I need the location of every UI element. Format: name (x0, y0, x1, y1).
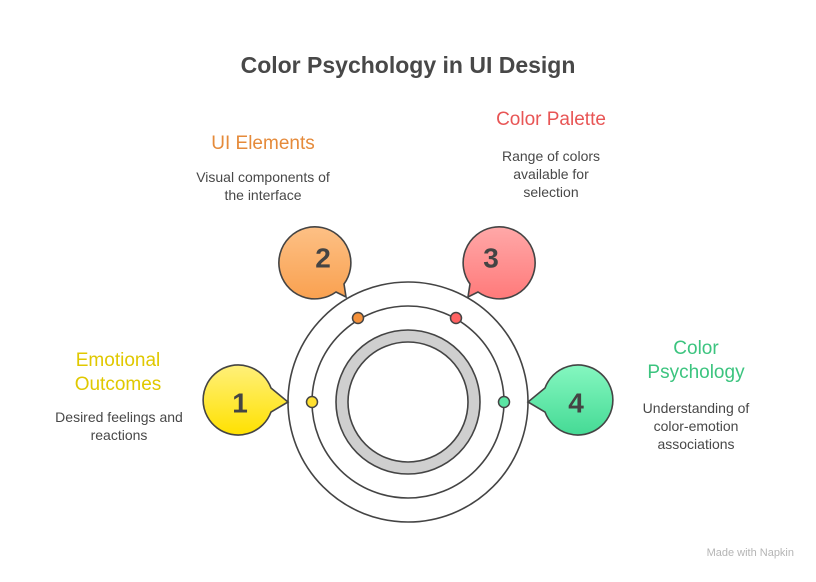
svg-text:1: 1 (232, 388, 248, 419)
dot-4 (497, 395, 511, 409)
item-2-title: UI Elements (211, 133, 315, 154)
svg-text:3: 3 (483, 243, 499, 274)
diagram-title: Color Psychology in UI Design (240, 52, 576, 78)
svg-text:4: 4 (568, 388, 584, 419)
dot-3 (449, 311, 463, 325)
item-2-description: Visual components of the interface (196, 169, 330, 203)
item-4-title: Color Psychology (647, 338, 745, 383)
outer-ring (287, 281, 529, 523)
bubble-1: 1 (202, 364, 290, 436)
napkin-watermark: Made with Napkin (706, 547, 794, 559)
svg-text:2: 2 (315, 243, 331, 274)
item-1-title: Emotional Outcomes (74, 350, 162, 395)
bubble-4: 4 (526, 364, 614, 436)
dot-1 (305, 395, 319, 409)
bubble-3: 3 (462, 226, 536, 300)
item-3-description: Range of colors available for selection (501, 148, 601, 200)
item-4-description: Understanding of color-emotion associati… (642, 400, 750, 452)
dot-2 (351, 311, 365, 325)
item-3-title: Color Palette (496, 109, 606, 130)
bubble-2: 2 (278, 226, 352, 300)
item-1-description: Desired feelings and reactions (55, 409, 183, 443)
